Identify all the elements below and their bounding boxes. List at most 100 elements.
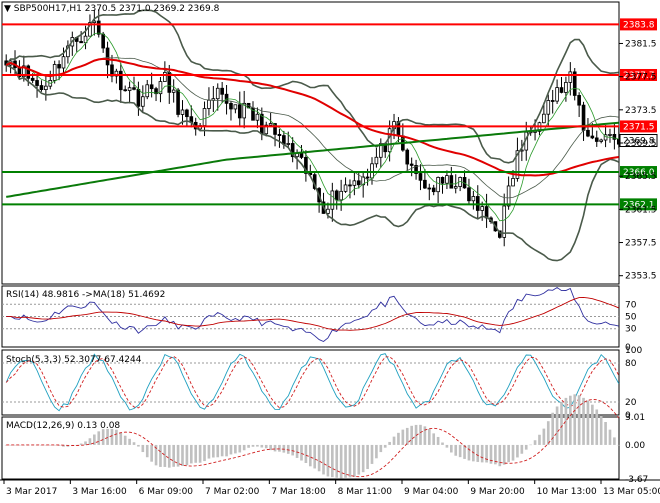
candle-body bbox=[453, 186, 458, 189]
macd-histogram-bar bbox=[251, 444, 255, 447]
macd-histogram-bar bbox=[617, 444, 621, 446]
macd-histogram-bar bbox=[137, 444, 140, 447]
macd-histogram-bar bbox=[295, 444, 299, 458]
macd-histogram-bar bbox=[458, 444, 462, 458]
level-tag-2362.1 bbox=[620, 198, 657, 211]
candle-body bbox=[44, 85, 48, 90]
candle-body bbox=[445, 175, 449, 184]
stoch-level-label: 80 bbox=[625, 359, 637, 369]
time-tick-label: 7 Mar 18:00 bbox=[271, 487, 326, 497]
macd-histogram-bar bbox=[304, 444, 308, 464]
macd-histogram-bar bbox=[388, 441, 391, 445]
macd-histogram-bar bbox=[370, 444, 374, 464]
macd-histogram-bar bbox=[339, 444, 343, 479]
macd-histogram-bar bbox=[348, 444, 352, 478]
candle-body bbox=[352, 180, 357, 186]
candle-body bbox=[542, 113, 546, 124]
macd-signal-line bbox=[6, 398, 620, 478]
candle-body bbox=[215, 87, 220, 100]
macd-histogram-bar bbox=[13, 444, 17, 446]
candle-body bbox=[572, 71, 577, 96]
candle-body bbox=[374, 156, 379, 165]
macd-histogram-bar bbox=[84, 441, 87, 445]
macd-histogram-bar bbox=[375, 444, 378, 459]
candle-body bbox=[423, 179, 427, 189]
candle-body bbox=[264, 124, 269, 135]
candle-body bbox=[260, 113, 264, 135]
candle-body bbox=[515, 150, 520, 179]
current-price-label: 2369.8 bbox=[623, 137, 655, 147]
price-tick-label: 2369.5 bbox=[625, 139, 657, 149]
candle-body bbox=[555, 87, 559, 102]
macd-histogram-bar bbox=[546, 421, 550, 445]
candle-body bbox=[484, 206, 489, 219]
macd-histogram-bar bbox=[401, 429, 405, 445]
macd-histogram-bar bbox=[331, 444, 334, 478]
candle-body bbox=[273, 123, 277, 135]
candle-body bbox=[176, 89, 180, 115]
candle-body bbox=[123, 89, 128, 92]
time-tick-label: 7 Mar 02:00 bbox=[205, 487, 260, 497]
macd-histogram-bar bbox=[485, 444, 488, 463]
macd-histogram-bar bbox=[383, 444, 387, 448]
macd-histogram-bar bbox=[198, 444, 202, 463]
candle-body bbox=[356, 180, 361, 186]
macd-histogram-bar bbox=[595, 409, 599, 445]
macd-histogram-bar bbox=[419, 424, 422, 445]
candle-body bbox=[330, 190, 335, 210]
candle-body bbox=[564, 82, 568, 93]
candle-body bbox=[594, 137, 599, 142]
time-tick-label: 3 Mar 2017 bbox=[6, 487, 57, 497]
macd-histogram-bar bbox=[291, 444, 294, 456]
candle-body bbox=[136, 88, 141, 107]
macd-histogram-bar bbox=[480, 444, 484, 463]
candle-body bbox=[57, 64, 61, 69]
macd-histogram-bar bbox=[185, 444, 189, 466]
stoch-level-label: 100 bbox=[625, 346, 642, 356]
macd-histogram-bar bbox=[450, 444, 453, 453]
macd-histogram-bar bbox=[379, 444, 383, 453]
macd-histogram-bar bbox=[106, 428, 109, 445]
time-tick-label: 6 Mar 09:00 bbox=[139, 487, 194, 497]
macd-histogram-bar bbox=[216, 444, 220, 458]
rsi-ma-line bbox=[6, 296, 619, 331]
level-tag-2366.0 bbox=[620, 166, 657, 179]
macd-histogram-bar bbox=[551, 412, 555, 445]
candle-body bbox=[220, 87, 224, 95]
macd-histogram-bar bbox=[203, 444, 206, 462]
candle-body bbox=[304, 157, 308, 174]
candle-body bbox=[180, 109, 185, 115]
candle-body bbox=[242, 102, 246, 119]
price-tick-label: 2353.5 bbox=[625, 272, 657, 282]
candle-body bbox=[405, 149, 410, 165]
macd-histogram-bar bbox=[454, 444, 458, 456]
time-tick-label: 3 Mar 16:00 bbox=[72, 487, 127, 497]
candle-body bbox=[471, 196, 476, 202]
time-tick-label: 10 Mar 13:00 bbox=[537, 487, 597, 497]
macd-histogram-bar bbox=[234, 444, 237, 454]
candle-body bbox=[96, 20, 101, 35]
candle-body bbox=[233, 104, 238, 110]
candle-body bbox=[590, 135, 595, 139]
macd-histogram-bar bbox=[586, 400, 590, 445]
stoch-level-label: 20 bbox=[625, 398, 637, 408]
candle-body bbox=[35, 80, 39, 86]
macd-histogram-bar bbox=[242, 444, 246, 451]
macd-histogram-bar bbox=[533, 440, 537, 445]
candle-body bbox=[39, 85, 44, 90]
candle-body bbox=[299, 152, 304, 158]
macd-histogram-bar bbox=[432, 433, 436, 445]
macd-histogram-bar bbox=[405, 427, 409, 445]
macd-histogram-bar bbox=[608, 429, 612, 445]
level-label-2377.7: 2377.7 bbox=[623, 71, 655, 81]
macd-histogram-bar bbox=[577, 395, 581, 445]
macd-histogram-bar bbox=[225, 444, 228, 457]
macd-histogram-bar bbox=[159, 444, 162, 467]
macd-histogram-bar bbox=[392, 436, 396, 445]
macd-histogram-bar bbox=[172, 444, 175, 467]
candle-body bbox=[237, 104, 242, 119]
macd-histogram-bar bbox=[9, 444, 12, 446]
candle-body bbox=[612, 133, 617, 140]
